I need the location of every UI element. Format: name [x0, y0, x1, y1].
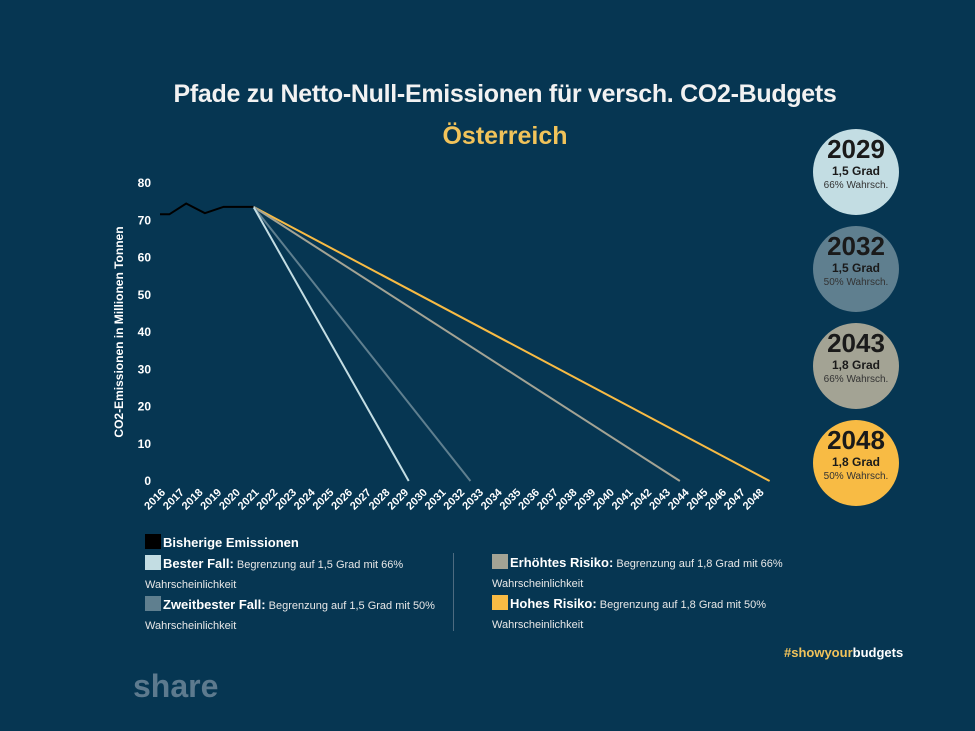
historical-emissions-line [160, 202, 254, 216]
legend-item-label: Bester Fall: [163, 556, 234, 571]
series-line-zweitbester-fall [252, 206, 472, 482]
legend-divider [453, 553, 454, 631]
legend-swatch [145, 596, 161, 611]
legend-left: Bisherige Emissionen Bester Fall: Begrenz… [145, 533, 455, 636]
legend-item-label: Zweitbester Fall: [163, 597, 266, 612]
y-tick-label: 70 [138, 213, 152, 227]
badge-probability: 66% Wahrsch. [823, 180, 889, 191]
y-tick-label: 40 [138, 325, 152, 339]
hashtag-part-b: budgets [852, 645, 904, 660]
hashtag-part-a: #showyour [784, 645, 853, 660]
y-axis-label: CO2-Emissionen in Millionen Tonnen [112, 226, 126, 437]
y-tick-label: 10 [138, 437, 152, 451]
legend-item-continuation: Wahrscheinlichkeit [492, 578, 584, 590]
y-tick-label: 80 [138, 176, 152, 190]
y-tick-label: 60 [138, 251, 152, 265]
legend-item-label: Bisherige Emissionen [163, 535, 299, 550]
series-line-bester-fall [252, 206, 410, 482]
y-tick-label: 30 [138, 362, 152, 376]
legend-swatch [145, 555, 161, 570]
badge-degree: 1,8 Grad [831, 358, 881, 372]
badge-probability: 50% Wahrsch. [823, 471, 889, 482]
legend-right: Erhöhtes Risiko: Begrenzung auf 1,8 Grad… [492, 553, 812, 635]
series-line-erh-htes-risiko [252, 205, 681, 482]
badge-probability: 50% Wahrsch. [823, 277, 889, 288]
legend-item: Bester Fall: Begrenzung auf 1,5 Grad mit… [145, 554, 455, 595]
legend-swatch [492, 595, 508, 610]
legend-item-continuation: Wahrscheinlichkeit [145, 579, 237, 591]
badge-degree: 1,8 Grad [831, 455, 881, 469]
legend-item: Bisherige Emissionen [145, 533, 455, 554]
legend-swatch [145, 534, 161, 549]
badge-degree: 1,5 Grad [831, 164, 881, 178]
legend-item: Hohes Risiko: Begrenzung auf 1,8 Grad mi… [492, 594, 812, 635]
legend-item-label: Erhöhtes Risiko: [510, 555, 614, 570]
legend-item-label: Hohes Risiko: [510, 596, 597, 611]
legend-item-desc: Begrenzung auf 1,8 Grad mit 66% [613, 558, 783, 570]
legend-item-continuation: Wahrscheinlichkeit [145, 620, 237, 632]
series-line-hohes-risiko [253, 205, 771, 482]
chart-title: Pfade zu Netto-Null-Emissionen für versc… [173, 80, 837, 108]
legend-item-desc: Begrenzung auf 1,5 Grad mit 50% [265, 600, 435, 612]
scenario-badge-2043: 2043 1,8 Grad 66% Wahrsch. [813, 323, 899, 409]
y-tick-label: 50 [138, 288, 152, 302]
y-tick-label: 20 [138, 400, 152, 414]
badge-year: 2032 [827, 231, 885, 261]
badge-probability: 66% Wahrsch. [823, 374, 889, 385]
legend-item-desc: Begrenzung auf 1,8 Grad mit 50% [596, 599, 767, 611]
legend-swatch [492, 554, 508, 569]
scenario-badge-2048: 2048 1,8 Grad 50% Wahrsch. [813, 420, 899, 506]
badge-degree: 1,5 Grad [831, 261, 881, 275]
badge-year: 2043 [827, 328, 885, 358]
badge-year: 2048 [827, 425, 885, 455]
legend-item-continuation: Wahrscheinlichkeit [492, 619, 584, 631]
scenario-badge-2032: 2032 1,5 Grad 50% Wahrsch. [813, 226, 899, 312]
legend-item-desc: Begrenzung auf 1,5 Grad mit 66% [233, 559, 404, 571]
badge-year: 2029 [827, 134, 885, 164]
hashtag: #showyourbudgets [784, 645, 903, 660]
y-tick-label: 0 [144, 474, 151, 488]
legend-item: Zweitbester Fall: Begrenzung auf 1,5 Gra… [145, 595, 455, 636]
share-logo: share [133, 668, 219, 704]
chart-subtitle: Österreich [442, 122, 568, 150]
scenario-badge-2029: 2029 1,5 Grad 66% Wahrsch. [813, 129, 899, 215]
x-tick-label: 2048 [741, 487, 767, 513]
legend-item: Erhöhtes Risiko: Begrenzung auf 1,8 Grad… [492, 553, 812, 594]
